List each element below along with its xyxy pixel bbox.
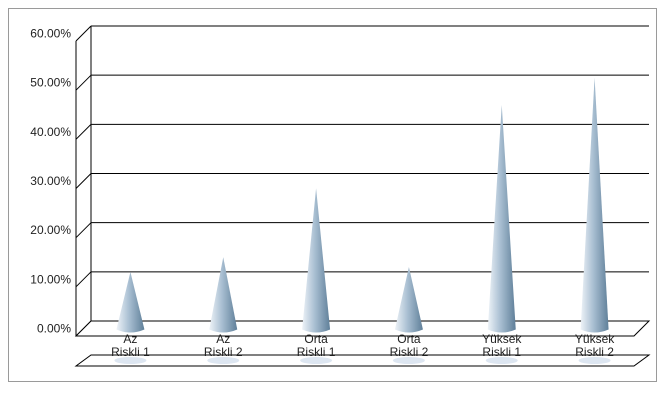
chart-floor	[74, 320, 651, 367]
y-axis-ticks: 0.00% 10.00% 20.00% 30.00% 40.00% 50.00% 60.00…	[30, 27, 71, 336]
x-category-label: Riskli 1	[111, 345, 150, 359]
x-category-label: Riskli 2	[575, 345, 614, 359]
gridline-depth	[75, 173, 92, 189]
x-category-label: Az	[216, 332, 230, 346]
floor-top	[74, 320, 651, 337]
cone-shadow	[485, 357, 518, 364]
y-tick-label: 40.00%	[30, 125, 71, 139]
cone-shadow	[578, 357, 611, 364]
cone-bar	[302, 188, 331, 333]
x-category-label: Riskli 2	[204, 345, 243, 359]
cone-bar	[209, 257, 238, 333]
y-tick-label: 60.00%	[30, 27, 71, 41]
y-tick-label: 20.00%	[30, 223, 71, 237]
gridlines	[75, 25, 649, 337]
y-tick-label: 50.00%	[30, 76, 71, 90]
cone-bar	[580, 77, 609, 333]
gridline-depth	[75, 271, 92, 288]
cone-chart: 0.00% 10.00% 20.00% 30.00% 40.00% 50.00% 60.00…	[30, 25, 651, 367]
cone-bar	[487, 104, 516, 333]
x-category-label: Az	[123, 332, 137, 346]
x-category-label: Riskli 1	[482, 345, 521, 359]
x-category-label: Yüksek	[482, 332, 522, 346]
cone-shadow	[207, 357, 240, 364]
gridline-depth	[75, 123, 92, 140]
cone-bar	[116, 271, 145, 333]
cone-series	[114, 77, 611, 364]
shadow-band	[74, 354, 651, 367]
x-category-label: Riskli 1	[297, 345, 336, 359]
y-tick-label: 0.00%	[37, 322, 71, 336]
x-category-label: Orta	[304, 332, 328, 346]
gridline-depth	[75, 222, 92, 239]
y-tick-label: 10.00%	[30, 272, 71, 286]
cone-shadow	[300, 357, 333, 364]
cone-bar	[394, 267, 423, 333]
cone-shadow	[392, 357, 425, 364]
chart-frame: 0.00% 10.00% 20.00% 30.00% 40.00% 50.00% 60.00…	[8, 8, 657, 382]
x-category-label: Riskli 2	[390, 345, 429, 359]
x-category-label: Orta	[397, 332, 421, 346]
x-category-label: Yüksek	[575, 332, 615, 346]
cone-shadow	[114, 357, 147, 364]
gridline-depth	[75, 25, 92, 42]
y-tick-label: 30.00%	[30, 174, 71, 188]
gridline-depth	[75, 74, 92, 91]
